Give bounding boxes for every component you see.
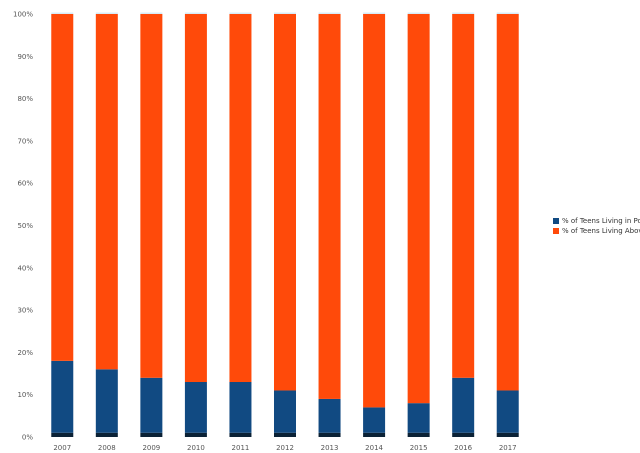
bar-stack	[229, 12, 252, 437]
y-tick-label: 50%	[17, 222, 33, 230]
bar-segment	[140, 377, 163, 433]
x-tick-label: 2011	[232, 444, 250, 452]
bar-segment	[407, 403, 430, 433]
y-tick-label: 60%	[17, 180, 33, 188]
y-axis: 0% 10% 20% 30% 40% 50% 60% 70% 80% 90% 100%	[13, 11, 33, 442]
bar-segment	[229, 382, 252, 433]
bar-stack	[496, 12, 519, 437]
bar-stack	[140, 12, 163, 437]
bar-segment	[363, 407, 386, 433]
bar-segment	[318, 432, 341, 437]
bar-segment	[51, 14, 74, 361]
bar-segment	[95, 369, 118, 433]
bar-stack	[452, 12, 475, 437]
y-tick-label: 30%	[17, 307, 33, 315]
legend-swatch	[553, 218, 559, 224]
bar-segment	[95, 14, 118, 370]
bar-cap	[51, 12, 74, 14]
x-tick-label: 2013	[321, 444, 339, 452]
x-tick-label: 2010	[187, 444, 205, 452]
bar-cap	[452, 12, 475, 14]
legend-label: % of Teens Living in Poverty	[562, 217, 640, 225]
x-tick-label: 2008	[98, 444, 116, 452]
bar-segment	[184, 382, 207, 433]
y-tick-label: 20%	[17, 349, 33, 357]
legend: % of Teens Living in Poverty % of Teens L…	[553, 217, 640, 235]
bar-segment	[140, 14, 163, 378]
bar-stack	[274, 12, 296, 437]
x-tick-label: 2014	[365, 444, 383, 452]
bar-segment	[318, 398, 341, 433]
bar-segment	[363, 14, 386, 408]
bar-cap	[229, 12, 252, 14]
bar-cap	[95, 12, 118, 14]
bar-segment	[184, 14, 207, 383]
bar-segment	[274, 432, 296, 437]
bar-cap	[318, 12, 341, 14]
legend-label: % of Teens Living Above Poverty	[562, 227, 640, 235]
bar-cap	[496, 12, 519, 14]
bar-segment	[452, 377, 475, 433]
bar-stack	[363, 12, 386, 437]
y-tick-label: 90%	[17, 53, 33, 61]
x-tick-label: 2012	[276, 444, 294, 452]
bar-stack	[407, 12, 430, 437]
x-axis: 2007 2008 2009 2010 2011 2012 2013 2014 2015 2016…	[53, 444, 516, 452]
bar-segment	[407, 14, 430, 404]
bar-segment	[274, 390, 296, 433]
legend-swatch	[553, 228, 559, 234]
x-tick-label: 2007	[53, 444, 71, 452]
bar-segment	[496, 14, 519, 391]
bar-stack	[95, 12, 118, 437]
bar-segment	[318, 14, 341, 399]
y-tick-label: 70%	[17, 137, 33, 145]
bar-segment	[229, 432, 252, 437]
bar-segment	[452, 432, 475, 437]
bar-cap	[274, 12, 296, 14]
bar-segment	[407, 432, 430, 437]
y-tick-label: 10%	[17, 391, 33, 399]
y-tick-label: 80%	[17, 95, 33, 103]
x-tick-label: 2017	[499, 444, 517, 452]
y-tick-label: 100%	[13, 11, 33, 19]
bar-cap	[407, 12, 430, 14]
x-tick-label: 2015	[410, 444, 428, 452]
bar-cap	[184, 12, 207, 14]
bar-segment	[184, 432, 207, 437]
bar-segment	[274, 14, 296, 391]
bar-segment	[95, 432, 118, 437]
bar-segment	[496, 390, 519, 433]
bar-segment	[51, 360, 74, 433]
y-tick-label: 40%	[17, 264, 33, 272]
bar-segment	[140, 432, 163, 437]
bar-segment	[51, 432, 74, 437]
y-tick-label: 0%	[22, 434, 33, 442]
bar-stack	[51, 12, 74, 437]
bar-segment	[229, 14, 252, 383]
x-tick-label: 2016	[454, 444, 472, 452]
bar-stack	[184, 12, 207, 437]
bar-cap	[140, 12, 163, 14]
bar-cap	[363, 12, 386, 14]
x-tick-label: 2009	[142, 444, 160, 452]
bar-segment	[452, 14, 475, 378]
bar-stack	[318, 12, 341, 437]
bar-segment	[496, 432, 519, 437]
bars	[51, 12, 519, 437]
bar-segment	[363, 432, 386, 437]
